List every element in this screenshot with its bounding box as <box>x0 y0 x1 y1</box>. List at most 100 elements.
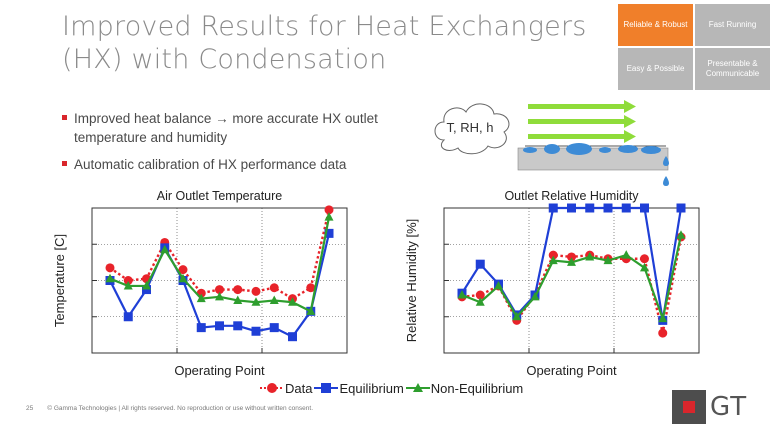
y-axis-label: Relative Humidity [%] <box>404 219 419 343</box>
data-point <box>457 290 467 299</box>
data-point <box>105 273 115 283</box>
data-point <box>251 326 261 336</box>
legend-label: Data <box>285 380 313 396</box>
data-point <box>567 257 576 266</box>
data-point <box>215 321 224 331</box>
data-point <box>494 280 503 290</box>
x-axis-label: Operating Point <box>174 363 265 378</box>
bullet-text: Automatic calibration of HX performance … <box>74 157 347 172</box>
series-line <box>461 234 683 323</box>
data-point <box>658 328 668 338</box>
data-point <box>142 285 151 295</box>
data-point <box>475 297 485 306</box>
legend-item-equilibrium: Equilibrium <box>314 380 404 396</box>
legend-label: Equilibrium <box>339 380 404 396</box>
chart-legend: Data Equilibrium Non-Equilibrium <box>260 379 525 397</box>
data-point <box>123 276 133 285</box>
data-point <box>585 251 595 261</box>
quadrant-fast-running: Fast Running <box>695 4 770 46</box>
bullet-item: Automatic calibration of HX performance … <box>62 155 417 174</box>
data-point <box>196 293 206 303</box>
data-point <box>233 285 243 295</box>
legend-label: Non-Equilibrium <box>430 380 524 396</box>
legend-item-non-equilibrium: Non-Equilibrium <box>405 380 524 396</box>
data-point <box>676 230 686 239</box>
data-point <box>548 255 558 265</box>
title-line-1: Improved Results for Heat Exchangers <box>62 11 587 42</box>
data-point <box>640 203 649 213</box>
data-point <box>512 311 522 321</box>
cloud-label: T, RH, h <box>447 120 494 135</box>
data-point <box>658 313 668 323</box>
cloud-icon <box>434 103 510 155</box>
data-point <box>567 252 576 262</box>
bullet-list: Improved heat balance → more accurate HX… <box>62 109 417 182</box>
series-data <box>105 205 334 304</box>
data-point <box>640 262 649 272</box>
chart-outlet-relative-humidity: Outlet Relative Humidity Operating Point R… <box>392 189 732 383</box>
data-point <box>548 250 558 260</box>
legend-item-data: Data <box>260 381 312 396</box>
copyright-text: © Gamma Technologies | All rights reserv… <box>47 405 313 412</box>
data-point <box>676 203 686 213</box>
quadrant-easy-possible: Easy & Possible <box>618 48 693 90</box>
data-point <box>324 212 334 221</box>
data-point <box>123 312 133 322</box>
chart-title: Outlet Relative Humidity <box>504 189 639 203</box>
legend-non-equilibrium-icon <box>405 383 430 392</box>
data-point <box>251 286 261 296</box>
data-point <box>233 295 243 304</box>
data-point <box>123 280 133 290</box>
data-point <box>196 323 206 333</box>
gt-logo-icon <box>672 390 706 424</box>
legend-data-icon <box>260 383 284 393</box>
data-point <box>142 280 151 290</box>
data-point <box>215 291 224 301</box>
gt-logo: GT <box>672 390 747 424</box>
data-point <box>475 290 485 300</box>
data-point <box>251 297 261 306</box>
hx-plate <box>517 147 669 171</box>
quadrant-presentable: Presentable & Communicable <box>695 48 770 90</box>
data-point <box>233 321 243 331</box>
x-axis-label: Operating Point <box>526 363 617 378</box>
data-point <box>306 283 316 293</box>
data-point <box>621 250 631 259</box>
data-point <box>160 244 170 254</box>
title-line-2: (HX) with Condensation <box>62 44 387 75</box>
data-point <box>215 285 224 295</box>
page-number: 25 <box>26 405 34 412</box>
footer: 25 © Gamma Technologies | All rights res… <box>26 405 313 412</box>
data-point <box>621 203 631 213</box>
data-point <box>288 332 297 342</box>
bullet-marker-icon <box>62 115 67 120</box>
data-point <box>530 291 540 301</box>
data-point <box>306 306 316 315</box>
bullet-text: Improved heat balance → more accurate HX… <box>74 111 378 145</box>
data-point <box>567 203 576 213</box>
gt-logo-text: GT <box>710 392 748 422</box>
hx-illustration: T, RH, h <box>434 100 669 186</box>
data-point <box>178 265 188 275</box>
data-point <box>269 295 279 304</box>
chart-title: Air Outlet Temperature <box>157 189 283 203</box>
legend-equilibrium-icon <box>314 383 339 393</box>
data-point <box>603 255 613 265</box>
slide-title: Improved Results for Heat Exchangers (HX… <box>62 10 602 76</box>
chart-svg: Air Outlet Temperature Operating Point Tem… <box>52 189 348 378</box>
data-point <box>548 203 558 213</box>
chart-svg: Outlet Relative Humidity Operating Point R… <box>404 189 700 378</box>
data-point <box>475 259 485 269</box>
data-point <box>269 323 279 333</box>
y-axis-label: Temperature [C] <box>52 234 67 327</box>
airflow-arrows-icon <box>528 100 636 143</box>
data-point <box>585 203 595 213</box>
data-point <box>640 254 649 264</box>
quadrant-reliable-robust: Reliable & Robust <box>618 4 693 46</box>
data-point <box>269 283 279 293</box>
data-point <box>324 205 334 215</box>
bullet-marker-icon <box>62 161 67 166</box>
data-point <box>324 228 334 238</box>
data-point <box>288 297 297 306</box>
